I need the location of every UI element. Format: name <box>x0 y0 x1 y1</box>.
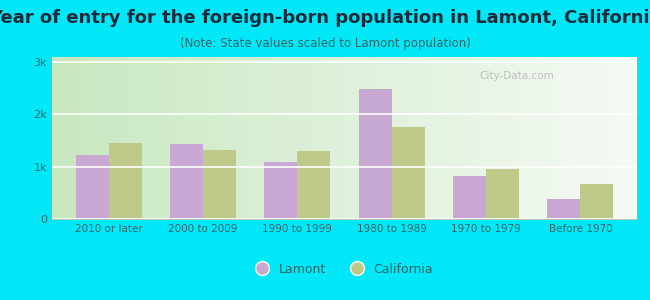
Bar <box>75 155 109 219</box>
Bar <box>580 184 614 219</box>
Bar <box>486 169 519 219</box>
Text: Year of entry for the foreign-born population in Lamont, California: Year of entry for the foreign-born popul… <box>0 9 650 27</box>
Bar <box>359 89 392 219</box>
Bar <box>109 143 142 219</box>
Bar <box>203 150 236 219</box>
Bar <box>547 199 580 219</box>
Bar <box>453 176 486 219</box>
Bar <box>392 127 424 219</box>
Bar <box>170 144 203 219</box>
Text: (Note: State values scaled to Lamont population): (Note: State values scaled to Lamont pop… <box>179 38 471 50</box>
Text: City-Data.com: City-Data.com <box>479 71 554 81</box>
Legend: Lamont, California: Lamont, California <box>251 258 438 281</box>
Bar <box>265 161 297 219</box>
Bar <box>297 151 330 219</box>
